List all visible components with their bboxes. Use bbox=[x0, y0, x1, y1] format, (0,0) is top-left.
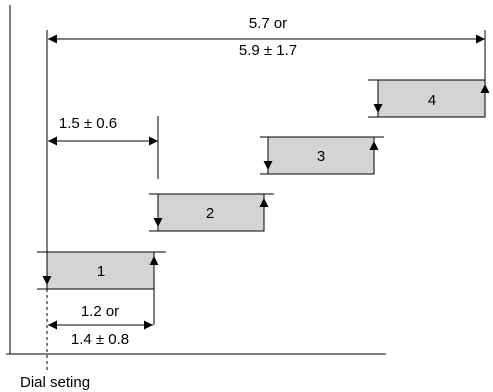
block-4: 4 bbox=[368, 79, 490, 118]
top-dimension-line1: 5.7 or bbox=[249, 15, 287, 32]
block-2-label: 2 bbox=[206, 205, 214, 222]
top-dimension-line2: 5.9 ± 1.7 bbox=[239, 42, 297, 59]
bottom-dimension-line1: 1.2 or bbox=[81, 303, 119, 320]
block-1: 1 bbox=[37, 251, 166, 325]
bottom-dimension-line2: 1.4 ± 0.8 bbox=[71, 331, 129, 348]
block-3-label: 3 bbox=[317, 148, 325, 165]
block-1-label: 1 bbox=[97, 263, 105, 280]
block-3: 3 bbox=[260, 136, 384, 175]
step-dimension-label: 1.5 ± 0.6 bbox=[59, 115, 117, 132]
dial-setting-label: Dial seting bbox=[20, 374, 90, 391]
block-2: 2 bbox=[149, 193, 274, 232]
block-4-label: 4 bbox=[428, 92, 436, 109]
